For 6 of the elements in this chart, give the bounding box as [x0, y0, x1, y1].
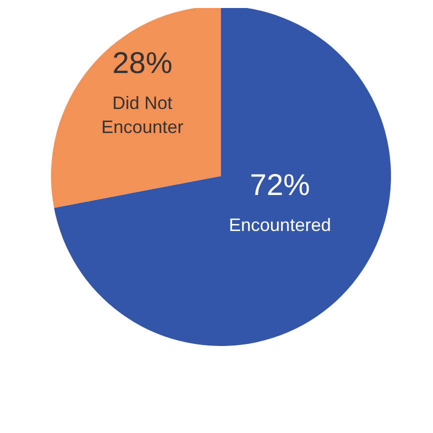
- pie-slice: [51, 8, 221, 208]
- data-label: 28%: [112, 46, 172, 80]
- data-label: 72%: [250, 168, 310, 202]
- slice-label: Did Not Encounter: [101, 92, 184, 137]
- slice-label: Encountered: [228, 214, 331, 235]
- pie-slice: [54, 8, 391, 346]
